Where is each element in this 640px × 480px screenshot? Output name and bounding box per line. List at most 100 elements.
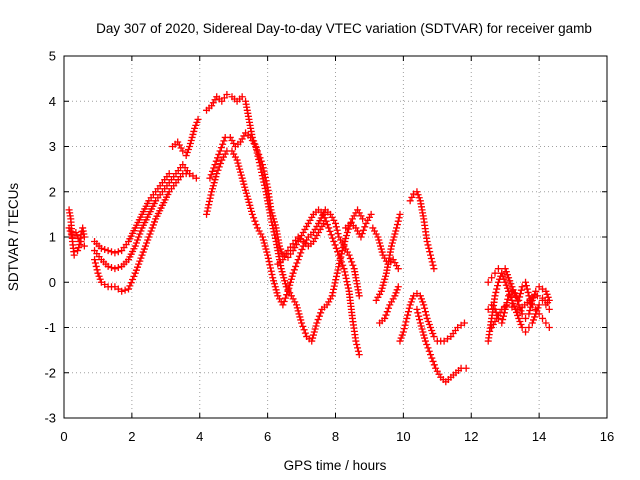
data-point <box>427 254 435 262</box>
data-point <box>146 230 154 238</box>
data-point <box>252 146 260 154</box>
data-point <box>418 325 426 333</box>
data-point <box>516 317 524 325</box>
data-point <box>264 254 272 262</box>
data-point <box>267 264 275 272</box>
data-point <box>343 231 351 239</box>
data-point <box>522 282 530 290</box>
data-point <box>258 168 266 176</box>
data-point <box>278 268 286 276</box>
data-point <box>129 276 137 284</box>
data-point <box>288 272 296 280</box>
data-point <box>233 156 241 164</box>
data-point <box>416 292 424 300</box>
data-point <box>375 236 383 244</box>
data-point <box>317 309 325 317</box>
data-point <box>393 221 401 229</box>
data-point <box>147 227 155 235</box>
data-point <box>332 223 340 231</box>
data-point <box>245 198 253 206</box>
data-point <box>91 259 99 267</box>
data-point <box>525 324 533 331</box>
data-point <box>95 272 103 280</box>
data-point <box>349 261 357 269</box>
data-point <box>355 351 363 359</box>
data-point <box>270 228 278 236</box>
data-point <box>75 238 83 246</box>
data-point <box>417 322 425 330</box>
data-point <box>292 262 300 270</box>
data-point <box>248 210 256 218</box>
data-point <box>236 168 244 176</box>
data-point <box>517 286 525 294</box>
data-point <box>136 230 144 238</box>
data-point <box>183 149 191 157</box>
data-point <box>513 305 521 313</box>
data-point <box>140 245 148 253</box>
data-point <box>297 249 305 257</box>
data-point <box>246 201 254 209</box>
data-point <box>189 130 197 138</box>
data-point <box>391 230 399 238</box>
data-point <box>206 174 214 182</box>
data-point <box>134 236 142 244</box>
data-point <box>293 259 301 267</box>
data-point <box>392 227 400 235</box>
data-point <box>424 241 432 249</box>
data-point <box>214 166 222 174</box>
data-point <box>529 316 537 324</box>
data-point <box>392 289 400 297</box>
data-point <box>509 286 517 294</box>
data-point <box>203 207 211 215</box>
data-point <box>492 288 500 296</box>
data-point <box>287 278 295 286</box>
data-point <box>144 236 152 244</box>
data-point <box>507 280 515 288</box>
data-point <box>65 224 73 232</box>
data-point <box>488 274 496 282</box>
data-point <box>491 269 499 277</box>
data-point <box>92 262 100 270</box>
data-point <box>204 204 212 212</box>
data-point <box>408 193 416 201</box>
data-point <box>124 285 132 293</box>
data-point <box>342 274 350 282</box>
data-point <box>179 147 187 155</box>
data-point <box>545 305 553 313</box>
data-point <box>96 275 104 283</box>
data-point <box>380 278 388 286</box>
data-point <box>403 314 411 322</box>
data-point <box>188 133 196 141</box>
data-point <box>337 253 345 261</box>
data-point <box>212 157 220 165</box>
data-point <box>407 298 415 306</box>
data-point <box>135 260 143 268</box>
data-point <box>281 294 289 302</box>
data-point <box>143 239 151 247</box>
data-point <box>425 320 433 328</box>
data-point <box>292 301 300 309</box>
data-point <box>326 227 334 235</box>
x-tick-label: 8 <box>332 429 339 444</box>
data-point <box>208 185 216 193</box>
data-point <box>260 181 268 189</box>
data-point <box>72 228 80 236</box>
data-point <box>235 162 243 170</box>
data-point <box>494 278 502 286</box>
data-point <box>503 284 511 292</box>
data-point <box>252 221 260 229</box>
data-point <box>66 227 74 235</box>
data-point <box>342 235 350 243</box>
data-point <box>415 316 423 324</box>
data-point <box>518 324 526 331</box>
data-point <box>533 307 541 315</box>
data-point <box>272 286 280 294</box>
data-point <box>506 290 514 298</box>
data-point <box>522 314 530 322</box>
data-point <box>376 242 384 250</box>
data-point <box>381 275 389 283</box>
data-point <box>423 238 431 246</box>
data-point <box>424 317 432 325</box>
data-point <box>359 226 367 234</box>
data-point <box>237 171 245 179</box>
